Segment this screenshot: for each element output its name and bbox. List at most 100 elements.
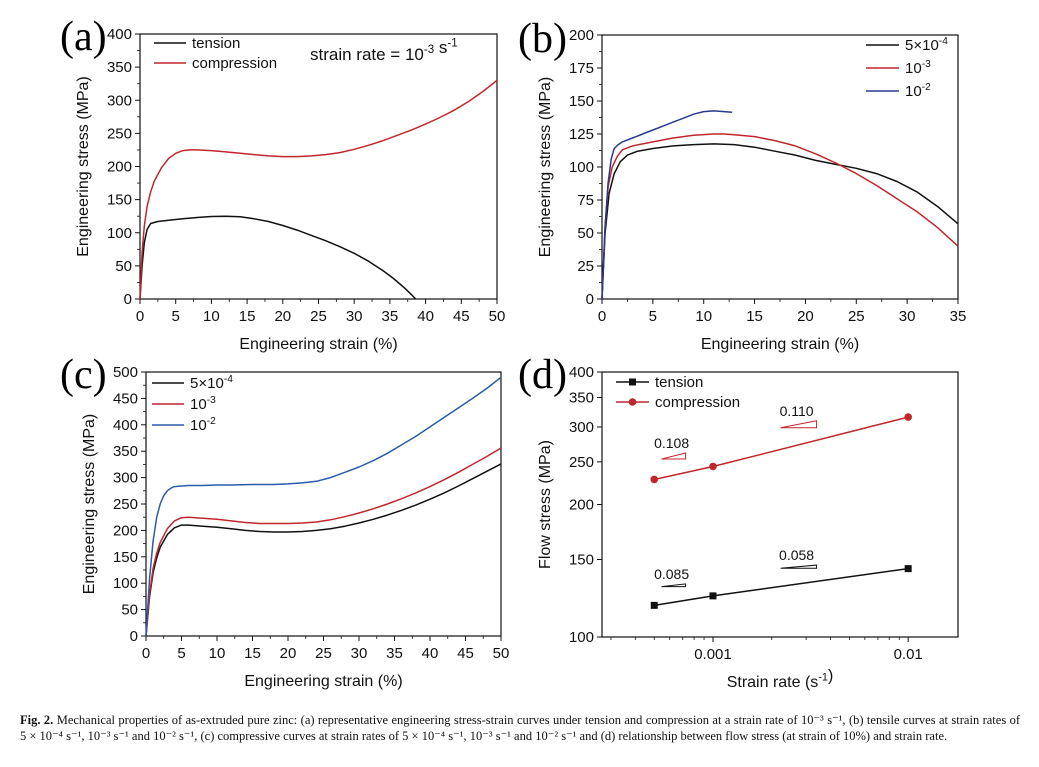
y-tick-label: 75 bbox=[577, 192, 594, 209]
y-tick-label: 175 bbox=[569, 60, 594, 77]
x-tick-label: 45 bbox=[453, 308, 470, 325]
slope-triangle bbox=[780, 420, 818, 429]
x-axis-label: Engineering strain (%) bbox=[244, 673, 402, 690]
y-tick-label: 200 bbox=[569, 27, 594, 44]
series-line bbox=[654, 567, 909, 607]
series-line bbox=[601, 133, 959, 300]
slope-triangle bbox=[780, 564, 818, 569]
x-tick-label: 5 bbox=[172, 308, 180, 325]
x-tick-label: 10 bbox=[203, 308, 220, 325]
y-tick-label: 400 bbox=[569, 364, 594, 381]
panel-letter: (b) bbox=[518, 16, 567, 62]
x-tick-label: 0.01 bbox=[894, 646, 923, 663]
y-axis-label: Engineering stress (MPa) bbox=[537, 77, 554, 258]
y-tick-label: 100 bbox=[569, 629, 594, 646]
x-tick-label: 30 bbox=[351, 645, 368, 662]
x-tick-label: 30 bbox=[899, 308, 916, 325]
series-line bbox=[145, 447, 502, 637]
panel-letter: (a) bbox=[60, 14, 107, 60]
x-axis-label: Engineering strain (%) bbox=[701, 336, 859, 353]
slope-triangle bbox=[661, 452, 687, 460]
y-tick-label: 450 bbox=[113, 390, 138, 407]
x-tick-label: 5 bbox=[649, 308, 657, 325]
x-axis-label: Engineering strain (%) bbox=[239, 336, 397, 353]
y-tick-label: 400 bbox=[107, 26, 132, 43]
series-line bbox=[601, 110, 733, 300]
y-tick-label: 300 bbox=[107, 92, 132, 109]
panel-letter: (c) bbox=[60, 352, 107, 398]
chart-panel-c: (c) 0 50 100 150 200 250 300 350 400 450 500 0 5 10 15 2… bbox=[60, 352, 509, 690]
y-tick-label: 0 bbox=[130, 628, 138, 645]
y-tick-label: 250 bbox=[107, 125, 132, 142]
y-tick-label: 0 bbox=[124, 291, 132, 308]
panel-letter: (d) bbox=[518, 352, 567, 398]
legend-label: 10-3 bbox=[905, 59, 931, 77]
y-tick-label: 200 bbox=[107, 159, 132, 176]
y-tick-label: 150 bbox=[569, 93, 594, 110]
x-tick-label: 45 bbox=[457, 645, 474, 662]
x-tick-label: 5 bbox=[177, 645, 185, 662]
series-line bbox=[145, 463, 502, 637]
caption-text: Mechanical properties of as-extruded pur… bbox=[20, 713, 1021, 743]
legend-marker bbox=[628, 398, 637, 406]
legend-label: 5×10-4 bbox=[905, 36, 948, 54]
data-point bbox=[650, 475, 659, 484]
data-point bbox=[709, 592, 717, 600]
y-tick-label: 100 bbox=[113, 575, 138, 592]
x-tick-label: 10 bbox=[209, 645, 226, 662]
legend-label: tension bbox=[192, 35, 240, 52]
x-tick-label: 25 bbox=[848, 308, 865, 325]
x-tick-label: 0 bbox=[142, 645, 150, 662]
x-tick-label: 35 bbox=[382, 308, 399, 325]
y-tick-label: 350 bbox=[569, 390, 594, 407]
y-tick-label: 400 bbox=[113, 417, 138, 434]
y-tick-label: 50 bbox=[121, 602, 138, 619]
legend-label: tension bbox=[655, 374, 703, 391]
y-tick-label: 150 bbox=[113, 549, 138, 566]
series-line bbox=[139, 79, 498, 300]
slope-label: 0.110 bbox=[780, 403, 814, 419]
slope-label: 0.058 bbox=[779, 547, 814, 563]
y-tick-label: 250 bbox=[113, 496, 138, 513]
x-tick-label: 50 bbox=[493, 645, 510, 662]
x-tick-label: 10 bbox=[695, 308, 712, 325]
y-tick-label: 250 bbox=[569, 454, 594, 471]
data-point bbox=[904, 565, 912, 573]
y-tick-label: 300 bbox=[569, 419, 594, 436]
y-tick-label: 150 bbox=[107, 192, 132, 209]
slope-label: 0.108 bbox=[654, 435, 689, 451]
legend-label: 5×10-4 bbox=[190, 374, 233, 392]
y-tick-label: 100 bbox=[569, 159, 594, 176]
series-line bbox=[145, 376, 502, 637]
slope-triangle bbox=[661, 583, 687, 588]
x-tick-label: 40 bbox=[417, 308, 434, 325]
x-tick-label: 0 bbox=[136, 308, 144, 325]
legend-label: compression bbox=[192, 55, 277, 72]
legend-label: 10-2 bbox=[905, 82, 931, 100]
y-axis-label: Flow stress (MPa) bbox=[537, 440, 554, 569]
data-point bbox=[709, 462, 717, 471]
chart-panel-a: (a) 0 50 100 150 200 250 300 350 400 0 5 10 15 20 25 30 3… bbox=[60, 14, 505, 353]
y-tick-label: 200 bbox=[569, 497, 594, 514]
x-tick-label: 20 bbox=[274, 308, 291, 325]
x-tick-label: 20 bbox=[280, 645, 297, 662]
legend-label: 10-2 bbox=[190, 416, 216, 434]
series-line bbox=[654, 416, 909, 481]
chart-panel-b: (b) 0 25 50 75 100 125 150 175 200 0 5 10 15 20 25 30 35 E… bbox=[518, 16, 966, 353]
x-tick-label: 50 bbox=[489, 308, 506, 325]
y-tick-label: 25 bbox=[577, 258, 594, 275]
y-tick-label: 500 bbox=[113, 364, 138, 381]
series-line bbox=[139, 215, 417, 300]
x-tick-label: 35 bbox=[386, 645, 403, 662]
y-tick-label: 350 bbox=[107, 59, 132, 76]
y-axis-label: Engineering stress (MPa) bbox=[75, 76, 92, 257]
y-tick-label: 350 bbox=[113, 443, 138, 460]
x-axis-label: Strain rate (s-1) bbox=[727, 668, 834, 691]
x-tick-label: 15 bbox=[239, 308, 256, 325]
x-tick-label: 15 bbox=[244, 645, 261, 662]
x-tick-label: 20 bbox=[797, 308, 814, 325]
slope-label: 0.085 bbox=[654, 566, 689, 582]
y-tick-label: 150 bbox=[569, 551, 594, 568]
y-tick-label: 50 bbox=[115, 258, 132, 275]
x-tick-label: 0.001 bbox=[694, 646, 732, 663]
